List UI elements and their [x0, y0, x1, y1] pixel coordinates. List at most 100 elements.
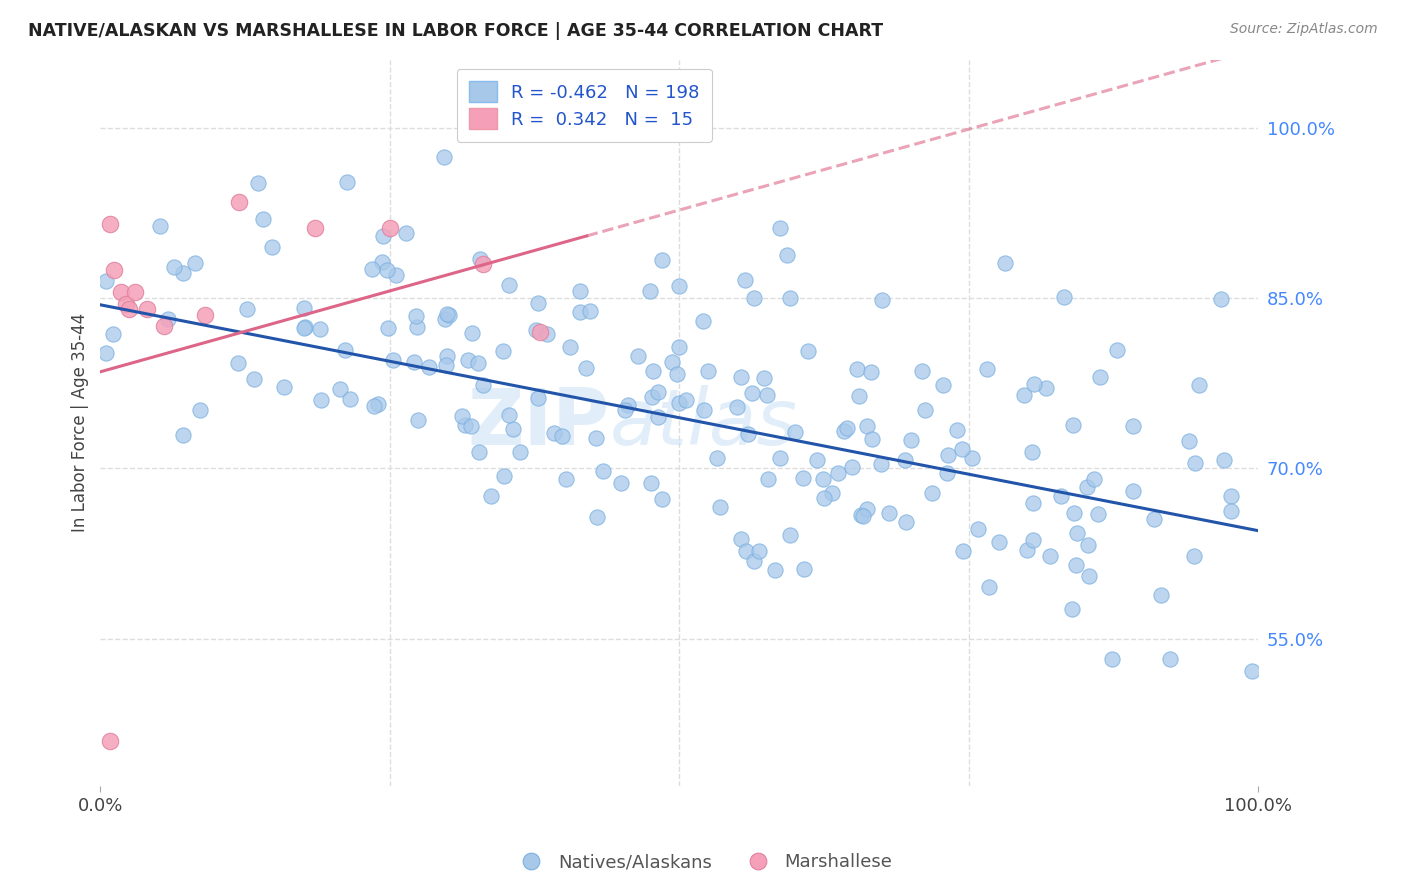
Point	[371, 255, 394, 269]
Point	[640, 476, 662, 491]
Point	[821, 485, 844, 500]
Point	[433, 150, 456, 164]
Point	[1083, 472, 1105, 486]
Point	[153, 319, 176, 334]
Point	[436, 349, 458, 363]
Point	[666, 367, 689, 381]
Point	[467, 355, 489, 369]
Point	[311, 392, 333, 407]
Point	[1178, 434, 1201, 449]
Point	[404, 355, 426, 369]
Point	[367, 396, 389, 410]
Point	[811, 472, 834, 486]
Point	[468, 444, 491, 458]
Point	[860, 366, 883, 380]
Point	[309, 321, 332, 335]
Point	[776, 247, 799, 261]
Point	[742, 554, 765, 568]
Point	[575, 361, 598, 376]
Point	[1015, 542, 1038, 557]
Point	[381, 353, 404, 368]
Point	[1053, 290, 1076, 304]
Point	[457, 352, 479, 367]
Point	[148, 219, 170, 233]
Point	[592, 464, 614, 478]
Point	[304, 220, 326, 235]
Point	[976, 362, 998, 376]
Y-axis label: In Labor Force | Age 35-44: In Labor Force | Age 35-44	[72, 313, 89, 533]
Point	[641, 363, 664, 377]
Point	[579, 303, 602, 318]
Point	[741, 385, 763, 400]
Point	[921, 486, 943, 500]
Point	[647, 409, 669, 424]
Point	[451, 409, 474, 424]
Point	[756, 387, 779, 401]
Point	[461, 326, 484, 341]
Point	[1077, 538, 1099, 552]
Point	[543, 425, 565, 440]
Point	[162, 260, 184, 275]
Point	[945, 423, 967, 437]
Point	[647, 385, 669, 400]
Point	[361, 261, 384, 276]
Point	[852, 508, 875, 523]
Point	[1062, 417, 1084, 432]
Point	[135, 302, 157, 317]
Point	[172, 427, 194, 442]
Point	[763, 563, 786, 577]
Point	[747, 543, 769, 558]
Point	[734, 273, 756, 287]
Point	[617, 398, 640, 412]
Point	[118, 302, 141, 317]
Point	[243, 372, 266, 386]
Point	[641, 390, 664, 404]
Point	[692, 314, 714, 328]
Point	[845, 361, 868, 376]
Point	[841, 460, 863, 475]
Point	[460, 418, 482, 433]
Point	[1022, 533, 1045, 547]
Point	[101, 326, 124, 341]
Point	[333, 343, 356, 357]
Point	[470, 252, 492, 266]
Text: Source: ZipAtlas.com: Source: ZipAtlas.com	[1230, 22, 1378, 37]
Point	[894, 452, 917, 467]
Point	[1021, 444, 1043, 458]
Point	[292, 301, 315, 315]
Point	[479, 489, 502, 503]
Point	[385, 268, 408, 282]
Point	[870, 293, 893, 307]
Point	[675, 393, 697, 408]
Point	[252, 211, 274, 226]
Legend: R = -0.462   N = 198, R =  0.342   N =  15: R = -0.462 N = 198, R = 0.342 N = 15	[457, 69, 711, 142]
Point	[835, 420, 858, 434]
Point	[1066, 526, 1088, 541]
Point	[1182, 549, 1205, 564]
Point	[651, 253, 673, 268]
Point	[184, 256, 207, 270]
Point	[693, 403, 716, 417]
Point	[779, 528, 801, 542]
Point	[932, 378, 955, 392]
Point	[395, 226, 418, 240]
Point	[405, 309, 427, 323]
Point	[1077, 569, 1099, 583]
Point	[1211, 293, 1233, 307]
Point	[668, 278, 690, 293]
Point	[190, 402, 212, 417]
Point	[1064, 558, 1087, 572]
Point	[568, 285, 591, 299]
Point	[914, 403, 936, 417]
Point	[1063, 506, 1085, 520]
Point	[752, 371, 775, 385]
Point	[110, 285, 132, 300]
Point	[860, 432, 883, 446]
Point	[1049, 489, 1071, 503]
Point	[742, 291, 765, 305]
Point	[785, 425, 807, 440]
Point	[94, 274, 117, 288]
Point	[492, 343, 515, 358]
Point	[1150, 588, 1173, 602]
Point	[979, 580, 1001, 594]
